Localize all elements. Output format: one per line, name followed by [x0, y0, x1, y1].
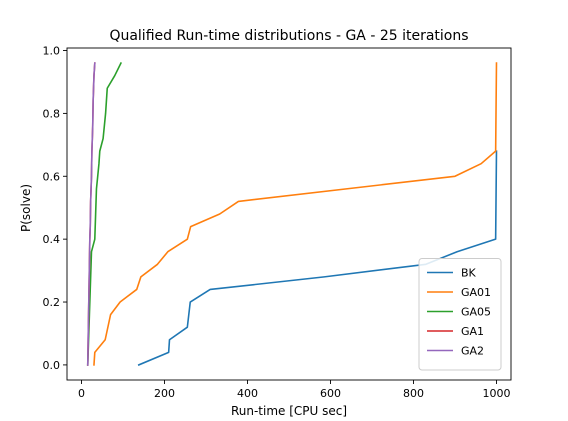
legend-label-ga1: GA1 [461, 325, 484, 338]
x-tick-label: 400 [237, 387, 258, 400]
legend-label-ga05: GA05 [461, 306, 491, 319]
y-tick-label: 0.2 [43, 296, 61, 309]
y-tick-label: 1.0 [43, 45, 61, 58]
series-line-ga05 [86, 62, 123, 366]
x-tick-label: 0 [78, 387, 85, 400]
y-tick-label: 0.4 [43, 233, 61, 246]
legend-box [418, 258, 502, 371]
legend: BK GA01 GA05 GA1 GA2 [418, 258, 502, 371]
x-axis-label: Run-time [CPU sec] [231, 404, 347, 418]
series-line-ga2 [86, 62, 96, 366]
x-tick-label: 600 [320, 387, 341, 400]
legend-label-ga01: GA01 [461, 286, 491, 299]
x-tick-label: 200 [154, 387, 175, 400]
plot-frame [66, 47, 512, 381]
legend-label-ga2: GA2 [461, 345, 484, 358]
series-line-bk [137, 150, 498, 366]
legend-label-bk: BK [461, 267, 477, 280]
y-tick-label: 0.6 [43, 170, 61, 183]
series-line-ga01 [93, 62, 498, 366]
y-tick-label: 0.0 [43, 359, 61, 372]
y-tick-label: 0.8 [43, 107, 61, 120]
plot-area: 0 200 400 600 800 1000 0.0 0.2 0.4 0.6 0.8 1.0 [43, 45, 512, 400]
y-axis-label: P(solve) [19, 184, 33, 232]
chart-title: Qualified Run-time distributions - GA - … [109, 28, 468, 44]
x-tick-label: 800 [403, 387, 424, 400]
x-tick-label: 1000 [482, 387, 510, 400]
